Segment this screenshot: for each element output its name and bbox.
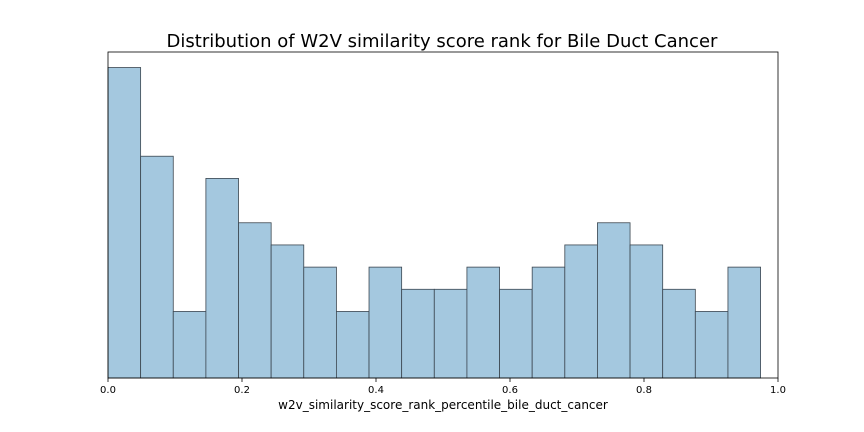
- bars-layer: [107, 67, 761, 379]
- histogram-bar-9: [401, 288, 435, 379]
- x-ticks: 0.0 0.2 0.4 0.6 0.8 1.0: [100, 378, 786, 396]
- histogram-bar-1: [140, 155, 174, 379]
- histogram-bar-19: [727, 266, 761, 379]
- histogram-bar-5: [270, 244, 305, 379]
- x-tick-label-5: 1.0: [770, 385, 786, 396]
- histogram-bar-13: [531, 266, 566, 379]
- histogram-bar-16: [629, 244, 664, 379]
- x-tick-label-3: 0.6: [502, 385, 518, 396]
- x-axis-label: w2v_similarity_score_rank_percentile_bil…: [278, 398, 608, 412]
- histogram-bar-3: [205, 178, 239, 379]
- histogram-bar-7: [335, 311, 370, 379]
- histogram-bar-2: [172, 311, 207, 379]
- x-tick-label-0: 0.0: [100, 385, 116, 396]
- chart-title: Distribution of W2V similarity score ran…: [167, 31, 718, 52]
- plot-frame: [107, 51, 779, 379]
- histogram-bar-15: [597, 222, 631, 379]
- histogram-bar-10: [433, 288, 468, 379]
- histogram-bar-0: [107, 67, 142, 379]
- histogram-bar-8: [368, 266, 403, 379]
- histogram-bar-18: [694, 311, 729, 379]
- histogram-bar-4: [238, 222, 272, 379]
- histogram-bar-6: [303, 266, 337, 379]
- x-tick-label-1: 0.2: [234, 385, 250, 396]
- histogram-bar-17: [662, 288, 696, 379]
- x-tick-label-2: 0.4: [368, 385, 384, 396]
- x-tick-label-4: 0.8: [636, 385, 652, 396]
- histogram-bar-14: [564, 244, 598, 379]
- histogram-bar-12: [499, 288, 533, 379]
- histogram-bar-11: [466, 266, 500, 379]
